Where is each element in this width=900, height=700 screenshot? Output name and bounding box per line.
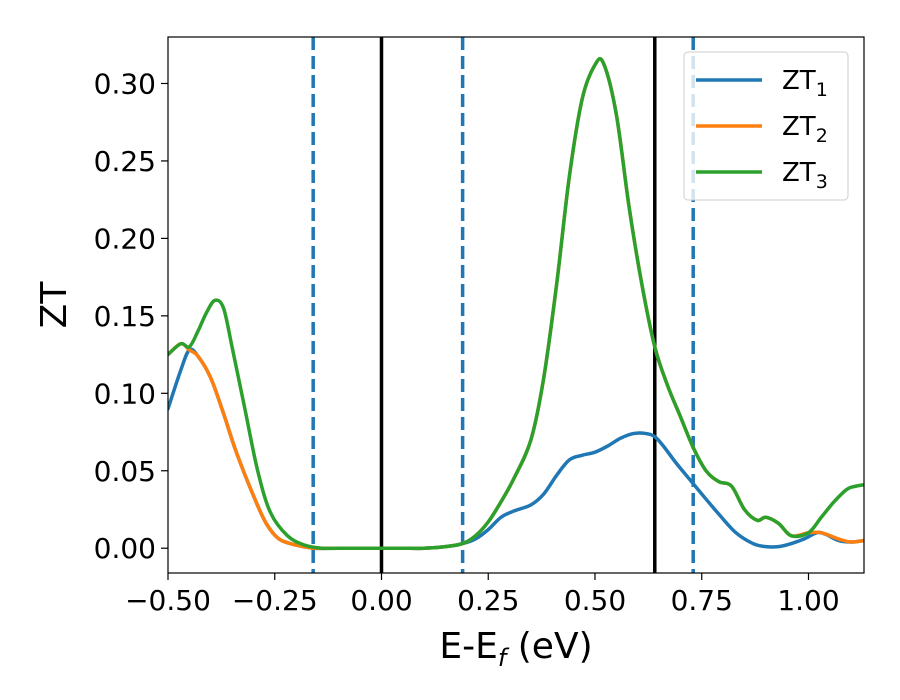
series-line-zt3: [168, 56, 864, 551]
series-layer: [168, 56, 864, 551]
x-axis-label-main: E-E: [439, 626, 497, 667]
x-tick-label: 0.50: [564, 584, 626, 617]
y-tick-label: 0.00: [94, 532, 156, 565]
legend-label-zt2: ZT2: [782, 112, 828, 147]
legend-label-zt3: ZT3: [782, 158, 828, 193]
y-tick-label: 0.15: [94, 300, 156, 333]
plot-frame: [167, 36, 865, 574]
y-tick-label: 0.30: [94, 67, 156, 100]
reference-lines: [311, 37, 695, 573]
legend-frame: [683, 51, 849, 201]
y-tick-label: 0.20: [94, 222, 156, 255]
y-tick-label: 0.05: [94, 455, 156, 488]
legend-label-zt1: ZT1: [782, 66, 828, 101]
x-tick-label: 0.25: [457, 584, 519, 617]
x-tick-label: 0.00: [350, 584, 412, 617]
x-tick-label: 1.00: [777, 584, 839, 617]
y-tick-label: 0.25: [94, 145, 156, 178]
y-tick-label: 0.10: [94, 377, 156, 410]
y-axis-label: ZT: [34, 281, 75, 329]
y-axis: 0.00 0.05 0.10 0.15 0.20 0.25 0.30: [94, 67, 168, 565]
x-tick-label: −0.50: [125, 584, 211, 617]
x-tick-label: 0.75: [671, 584, 733, 617]
x-axis-label: E-Ef (eV): [439, 626, 592, 672]
x-axis-label-unit: (eV): [506, 626, 592, 667]
x-axis: −0.50 −0.25 0.00 0.25 0.50 0.75 1.00: [125, 573, 840, 617]
legend: ZT1 ZT2 ZT3: [683, 51, 849, 201]
x-tick-label: −0.25: [232, 584, 318, 617]
